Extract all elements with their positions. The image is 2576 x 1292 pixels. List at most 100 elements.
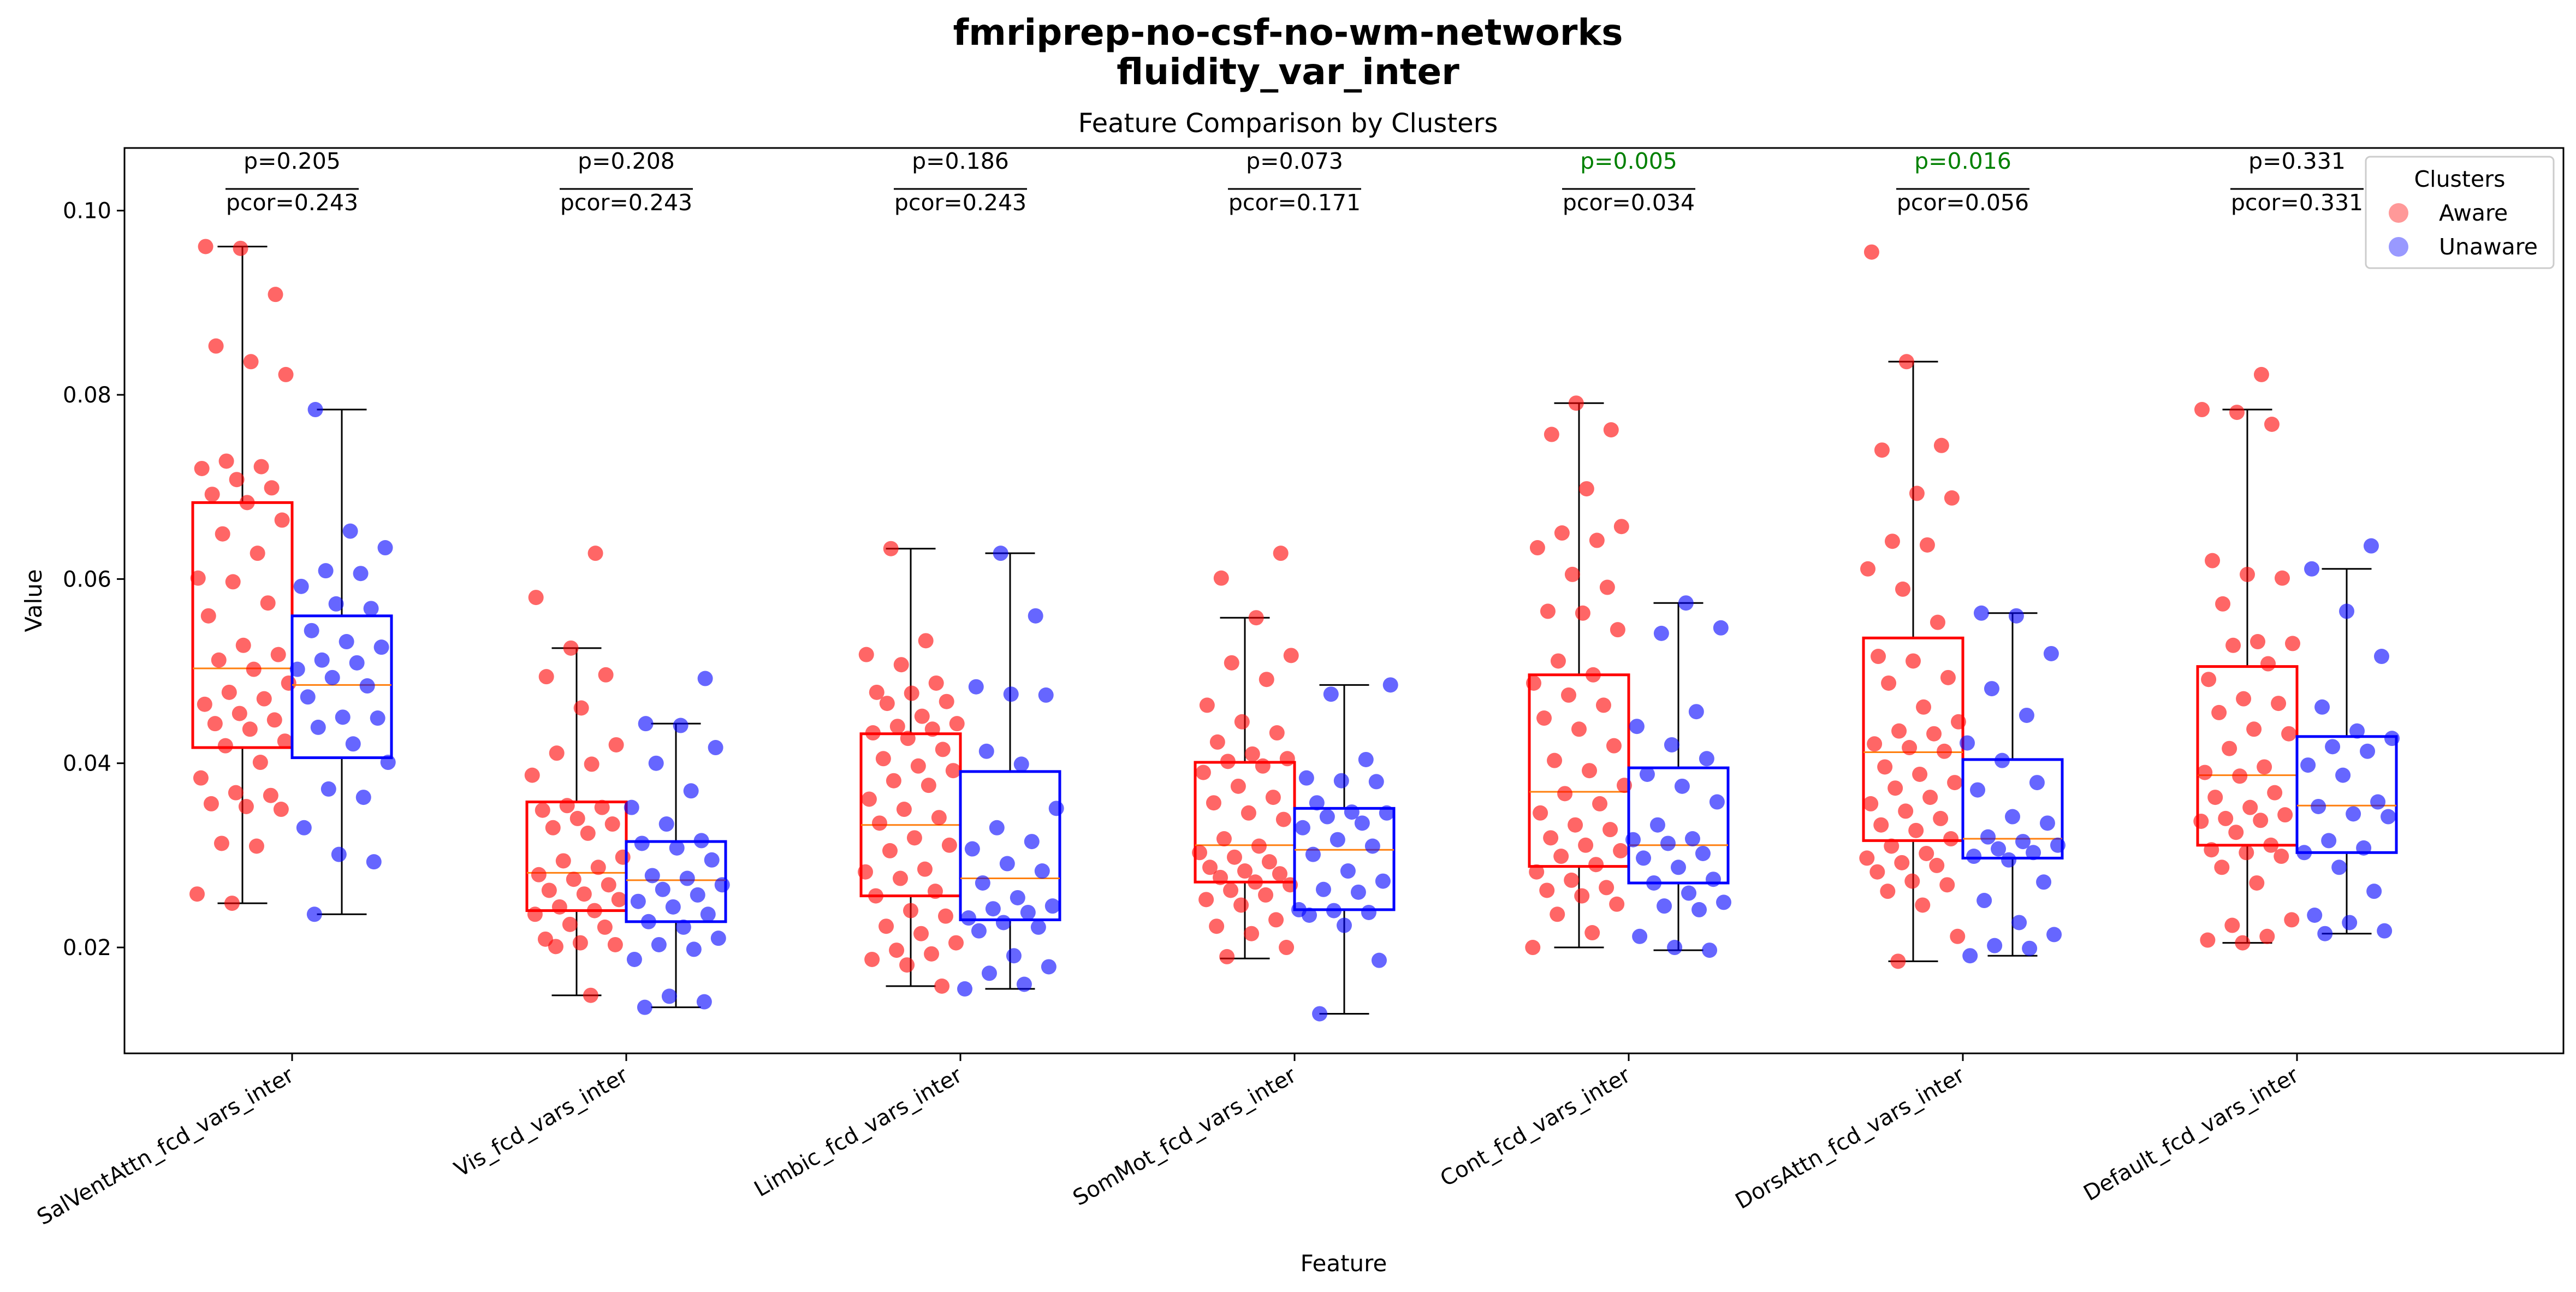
point-salventattn-fcd-vars-inter [211, 652, 227, 668]
point-dorsattn-fcd-vars-inter [1906, 653, 1921, 669]
point-default-fcd-vars-inter [2296, 845, 2312, 861]
point-dorsattn-fcd-vars-inter [2046, 927, 2062, 943]
point-dorsattn-fcd-vars-inter [1867, 736, 1883, 752]
point-salventattn-fcd-vars-inter [242, 721, 258, 737]
point-sommot-fcd-vars-inter [1240, 805, 1256, 821]
point-cont-fcd-vars-inter [1564, 872, 1580, 888]
point-dorsattn-fcd-vars-inter [1890, 953, 1906, 969]
point-salventattn-fcd-vars-inter [339, 634, 354, 650]
box-default-fcd-vars-inter [2295, 735, 2398, 854]
point-default-fcd-vars-inter [2271, 696, 2287, 712]
point-vis-fcd-vars-inter [545, 820, 561, 835]
point-dorsattn-fcd-vars-inter [1884, 534, 1900, 549]
point-default-fcd-vars-inter [2253, 366, 2269, 382]
point-vis-fcd-vars-inter [584, 756, 600, 772]
point-cont-fcd-vars-inter [1582, 763, 1598, 779]
point-salventattn-fcd-vars-inter [207, 716, 223, 732]
point-sommot-fcd-vars-inter [1283, 648, 1299, 663]
point-salventattn-fcd-vars-inter [289, 661, 305, 677]
point-salventattn-fcd-vars-inter [239, 495, 255, 511]
point-sommot-fcd-vars-inter [1371, 952, 1387, 968]
point-cont-fcd-vars-inter [1539, 882, 1555, 898]
point-cont-fcd-vars-inter [1649, 817, 1665, 833]
point-limbic-fcd-vars-inter [899, 957, 915, 973]
point-dorsattn-fcd-vars-inter [2029, 775, 2045, 791]
point-dorsattn-fcd-vars-inter [1922, 790, 1938, 805]
point-default-fcd-vars-inter [2204, 842, 2219, 858]
point-sommot-fcd-vars-inter [1382, 677, 1398, 693]
point-default-fcd-vars-inter [2342, 915, 2358, 931]
point-salventattn-fcd-vars-inter [243, 354, 259, 370]
y-tick-label: 0.04 [63, 751, 111, 777]
point-limbic-fcd-vars-inter [1034, 863, 1050, 879]
point-limbic-fcd-vars-inter [896, 802, 912, 817]
point-cont-fcd-vars-inter [1636, 850, 1652, 866]
point-vis-fcd-vars-inter [586, 903, 602, 918]
p-value-label: p=0.205 [244, 148, 341, 174]
point-cont-fcd-vars-inter [1553, 849, 1569, 864]
box-sommot-fcd-vars-inter [1293, 807, 1396, 911]
point-dorsattn-fcd-vars-inter [1937, 743, 1952, 759]
point-sommot-fcd-vars-inter [1305, 846, 1321, 862]
point-limbic-fcd-vars-inter [1020, 904, 1036, 920]
point-limbic-fcd-vars-inter [931, 810, 947, 826]
legend-title: Clusters [2414, 166, 2506, 192]
point-limbic-fcd-vars-inter [978, 743, 994, 759]
point-sommot-fcd-vars-inter [1265, 790, 1281, 805]
point-limbic-fcd-vars-inter [968, 679, 984, 695]
point-salventattn-fcd-vars-inter [310, 719, 326, 735]
point-sommot-fcd-vars-inter [1258, 887, 1274, 903]
point-dorsattn-fcd-vars-inter [1950, 928, 1966, 944]
point-vis-fcd-vars-inter [569, 810, 585, 826]
point-dorsattn-fcd-vars-inter [1912, 766, 1928, 782]
point-limbic-fcd-vars-inter [934, 978, 950, 994]
point-salventattn-fcd-vars-inter [268, 287, 283, 303]
point-sommot-fcd-vars-inter [1244, 746, 1260, 762]
pcor-value-label: pcor=0.171 [1228, 189, 1361, 216]
point-dorsattn-fcd-vars-inter [1944, 490, 1960, 506]
point-vis-fcd-vars-inter [644, 868, 660, 884]
point-salventattn-fcd-vars-inter [248, 838, 264, 854]
point-sommot-fcd-vars-inter [1333, 773, 1349, 789]
point-cont-fcd-vars-inter [1613, 519, 1629, 535]
point-limbic-fcd-vars-inter [889, 719, 905, 734]
point-limbic-fcd-vars-inter [868, 888, 884, 904]
point-default-fcd-vars-inter [2300, 757, 2316, 773]
point-cont-fcd-vars-inter [1547, 752, 1563, 768]
point-sommot-fcd-vars-inter [1326, 903, 1342, 918]
point-default-fcd-vars-inter [2284, 636, 2300, 651]
point-default-fcd-vars-inter [2197, 764, 2213, 780]
point-limbic-fcd-vars-inter [1024, 834, 1040, 850]
box-cont-fcd-vars-inter [1627, 766, 1730, 885]
point-limbic-fcd-vars-inter [910, 758, 926, 774]
point-limbic-fcd-vars-inter [861, 791, 877, 807]
point-cont-fcd-vars-inter [1688, 704, 1704, 720]
point-dorsattn-fcd-vars-inter [1933, 437, 1949, 453]
point-sommot-fcd-vars-inter [1361, 904, 1376, 920]
point-limbic-fcd-vars-inter [858, 647, 874, 662]
point-sommot-fcd-vars-inter [1234, 714, 1250, 730]
point-limbic-fcd-vars-inter [960, 910, 976, 926]
point-salventattn-fcd-vars-inter [225, 574, 241, 590]
point-salventattn-fcd-vars-inter [194, 460, 210, 476]
point-cont-fcd-vars-inter [1699, 751, 1714, 767]
series-unaware [289, 402, 2400, 1022]
point-cont-fcd-vars-inter [1646, 875, 1662, 891]
point-sommot-fcd-vars-inter [1268, 912, 1284, 928]
point-dorsattn-fcd-vars-inter [1943, 831, 1959, 847]
point-vis-fcd-vars-inter [704, 852, 720, 868]
point-sommot-fcd-vars-inter [1223, 882, 1239, 898]
point-vis-fcd-vars-inter [696, 994, 712, 1010]
point-dorsattn-fcd-vars-inter [1877, 759, 1893, 775]
point-vis-fcd-vars-inter [615, 849, 631, 865]
point-vis-fcd-vars-inter [697, 671, 713, 686]
point-dorsattn-fcd-vars-inter [1939, 877, 1955, 893]
point-dorsattn-fcd-vars-inter [1960, 735, 1975, 751]
point-salventattn-fcd-vars-inter [349, 655, 365, 671]
legend-label-aware: Aware [2439, 200, 2508, 226]
point-cont-fcd-vars-inter [1639, 766, 1655, 782]
point-default-fcd-vars-inter [2253, 813, 2269, 828]
point-default-fcd-vars-inter [2346, 806, 2361, 822]
point-default-fcd-vars-inter [2218, 810, 2234, 826]
point-limbic-fcd-vars-inter [945, 763, 961, 779]
